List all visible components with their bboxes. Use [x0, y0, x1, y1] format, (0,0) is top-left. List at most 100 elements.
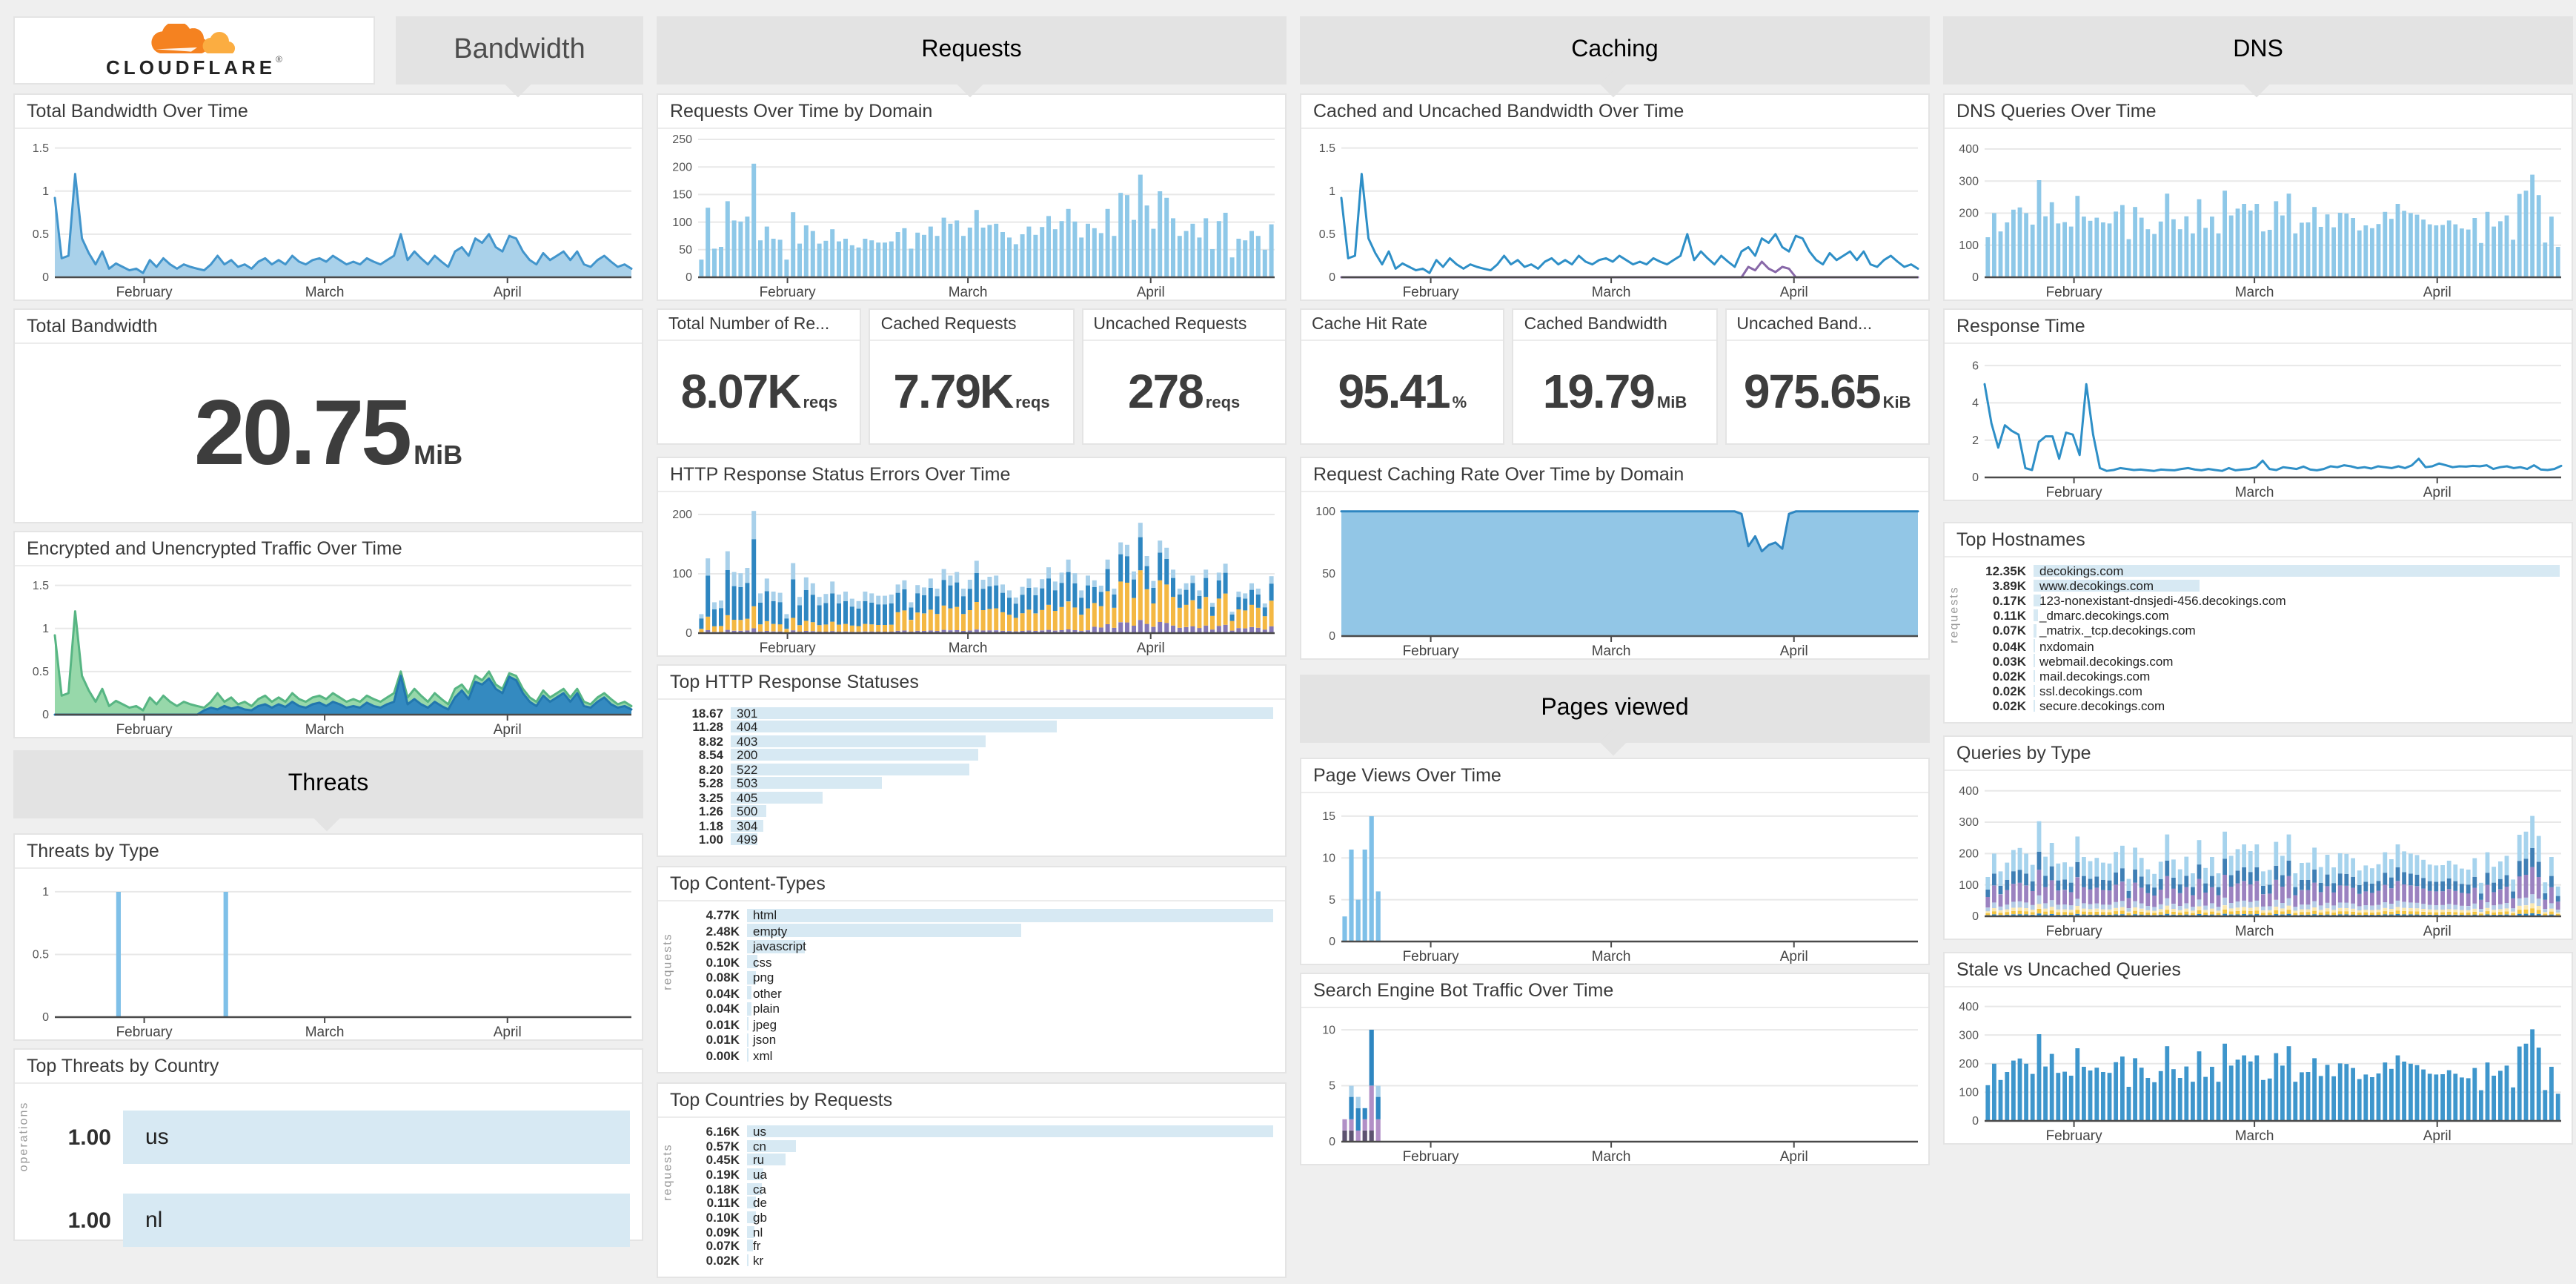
stat-unit: reqs: [1015, 394, 1050, 412]
svg-text:April: April: [2423, 1128, 2451, 1143]
panel-title: Stale vs Uncached Queries: [1945, 953, 2572, 987]
svg-text:1.5: 1.5: [1319, 142, 1335, 155]
section-header-dns[interactable]: DNS: [1943, 16, 2573, 98]
row-label: 503: [737, 775, 758, 791]
row-label: 499: [737, 832, 758, 847]
svg-text:April: April: [1780, 1149, 1808, 1164]
svg-text:1: 1: [42, 185, 49, 198]
row-bar: ssl.decokings.com: [2034, 684, 2560, 698]
row-value: 0.04K: [706, 985, 740, 1001]
row-label: nxdomain: [2039, 638, 2094, 654]
stale-vs-uncached-chart: 0 100 200 300 400 February March April: [1945, 987, 2572, 1143]
row-label: 123-nonexistant-dnsjedi-456.decokings.co…: [2039, 593, 2286, 609]
row-value: 8.20: [698, 761, 723, 777]
row-value: 0.45K: [706, 1152, 740, 1168]
row-value: 0.02K: [706, 1253, 740, 1268]
svg-text:March: March: [305, 1025, 345, 1039]
svg-text:1: 1: [1329, 185, 1335, 198]
y-axis-label: requests: [660, 932, 674, 990]
section-header-requests[interactable]: Requests: [657, 16, 1287, 98]
row-value: 0.57K: [706, 1138, 740, 1154]
stat-value: 8.07K: [680, 365, 802, 418]
section-header-caching[interactable]: Caching: [1300, 16, 1930, 98]
svg-text:0: 0: [686, 627, 692, 640]
row-value: 0.07K: [1992, 623, 2026, 638]
list-row: 0.08K png: [677, 970, 1273, 985]
row-bar: mail.decokings.com: [2034, 668, 2560, 683]
list-row: 8.20 522: [661, 761, 1273, 777]
svg-text:February: February: [2046, 1128, 2103, 1143]
svg-text:0: 0: [686, 271, 692, 284]
list-row: 18.67 301: [661, 706, 1273, 721]
requests-over-time-chart: 0 50 100 150 200 250 February March April: [658, 129, 1285, 300]
panel-request-caching-rate: Request Caching Rate Over Time by Domain…: [1300, 457, 1930, 660]
row-value: 1.00: [67, 1125, 111, 1150]
svg-text:April: April: [2423, 285, 2451, 300]
svg-text:50: 50: [679, 244, 692, 257]
stat-body: 20.75 MiB: [15, 344, 642, 522]
section-header-pages-viewed[interactable]: Pages viewed: [1300, 675, 1930, 756]
registered-mark: ®: [276, 56, 282, 64]
panel-queries-by-type: Queries by Type 0 100 200 300 400 February Mar…: [1943, 735, 2573, 940]
svg-text:0: 0: [42, 709, 49, 721]
panel-top-hostnames: Top Hostnames 12.35K decokings.com 3.89K ww…: [1943, 522, 2573, 724]
section-title: Threats: [288, 771, 369, 796]
svg-text:March: March: [949, 285, 988, 300]
list-row: 0.01K json: [677, 1032, 1273, 1048]
row-bar: 500: [731, 804, 1273, 819]
svg-text:March: March: [2235, 1128, 2274, 1143]
caching-stats-row: Cache Hit Rate 95.41 % Cached Bandwidth …: [1300, 308, 1930, 445]
row-value: 5.28: [698, 775, 723, 791]
list-row: 0.09K nl: [677, 1225, 1273, 1240]
svg-text:March: March: [1592, 643, 1631, 658]
svg-text:100: 100: [1959, 1087, 1979, 1099]
stat-unit: reqs: [1205, 394, 1241, 412]
svg-text:5: 5: [1329, 1080, 1335, 1093]
stat-title: Total Number of Re...: [658, 310, 860, 341]
stat-uncached-requests: Uncached Requests 278 reqs: [1081, 308, 1287, 445]
list-row: 0.11K de: [677, 1196, 1273, 1211]
row-bar: 304: [731, 818, 1273, 833]
section-header-threats[interactable]: Threats: [13, 750, 643, 832]
encrypted-unencrypted-traffic-chart: 0 0.5 1 1.5 February March April: [15, 566, 642, 737]
row-bar: 499: [731, 833, 1273, 847]
dns-queries-chart: 0 100 200 300 400 February March April: [1945, 129, 2572, 300]
svg-text:April: April: [1780, 643, 1808, 658]
panel-page-views: Page Views Over Time 0 5 10 15 February March…: [1300, 758, 1930, 965]
list-row: 0.02K secure.decokings.com: [1964, 698, 2560, 713]
y-axis-label: requests: [660, 1142, 674, 1200]
svg-text:March: March: [2235, 485, 2274, 500]
list-row: 12.35K decokings.com: [1964, 563, 2560, 578]
row-value: 1.00: [67, 1208, 111, 1233]
row-bar: 123-nonexistant-dnsjedi-456.decokings.co…: [2034, 593, 2560, 608]
row-bar: json: [747, 1032, 1273, 1048]
stat-title: Cache Hit Rate: [1301, 310, 1504, 341]
list-row: 2.48K empty: [677, 923, 1273, 939]
panel-response-time: Response Time 0 2 4 6 February March April: [1943, 308, 2573, 501]
section-header-bandwidth[interactable]: Bandwidth: [396, 16, 643, 98]
row-label: gb: [753, 1210, 767, 1225]
row-bar: _dmarc.decokings.com: [2034, 609, 2560, 623]
svg-text:1.5: 1.5: [33, 142, 49, 155]
row-value: 3.25: [698, 790, 723, 805]
svg-text:0: 0: [42, 271, 49, 284]
list-row: 0.18K ca: [677, 1181, 1273, 1196]
row-value: 2.48K: [706, 923, 740, 939]
list-row: 0.07K fr: [677, 1239, 1273, 1254]
stat-cached-requests: Cached Requests 7.79K reqs: [869, 308, 1075, 445]
list-row: 1.26 500: [661, 804, 1273, 819]
row-label: ru: [753, 1152, 765, 1168]
stat-title: Uncached Band...: [1726, 310, 1928, 341]
row-label: ssl.decokings.com: [2039, 683, 2142, 698]
svg-text:February: February: [1403, 1149, 1460, 1164]
column-caching: Caching Cached and Uncached Bandwidth Ov…: [1300, 0, 1930, 1284]
panel-requests-over-time: Requests Over Time by Domain 0 50 100 150 20…: [657, 93, 1287, 301]
row-bar: 405: [731, 790, 1273, 805]
svg-text:400: 400: [1959, 143, 1979, 156]
page-views-chart: 0 5 10 15 February March April: [1301, 793, 1928, 964]
row-label: png: [753, 970, 774, 985]
svg-text:200: 200: [1959, 1058, 1979, 1070]
panel-title: Top HTTP Response Statuses: [658, 666, 1285, 700]
row-bar: css: [747, 954, 1273, 970]
row-value: 8.82: [698, 733, 723, 749]
